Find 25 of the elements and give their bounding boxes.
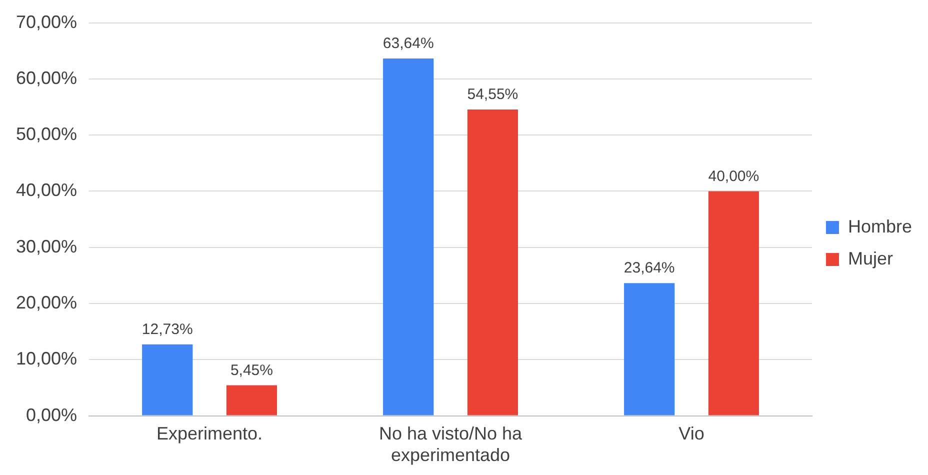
data-label: 63,64% (382, 35, 434, 52)
x-tick-label: Vio (678, 424, 704, 444)
x-tick-label: Experimento. (156, 424, 263, 444)
x-tick-label: No ha visto/No ha experimentado (378, 424, 524, 466)
legend-label: Hombre (848, 216, 912, 236)
y-tick-label: 50,00% (16, 124, 78, 144)
data-label: 54,55% (467, 86, 518, 104)
bar (142, 344, 193, 416)
y-tick-label: 0,00% (26, 404, 78, 425)
bar (383, 58, 434, 416)
bar (624, 283, 675, 416)
data-label: 5,45% (230, 362, 273, 379)
data-label: 12,73% (142, 320, 193, 338)
data-label: 23,64% (624, 260, 675, 277)
y-tick-label: 40,00% (16, 180, 78, 200)
y-tick-label: 20,00% (16, 292, 78, 312)
y-tick-label: 60,00% (16, 68, 78, 88)
y-tick-label: 30,00% (16, 236, 78, 256)
legend-label: Mujer (848, 248, 893, 268)
bar (467, 110, 518, 416)
bar (708, 191, 759, 416)
y-tick-label: 10,00% (16, 348, 78, 369)
bar (226, 385, 278, 416)
y-tick-label: 70,00% (16, 12, 78, 32)
data-label: 40,00% (708, 168, 760, 185)
